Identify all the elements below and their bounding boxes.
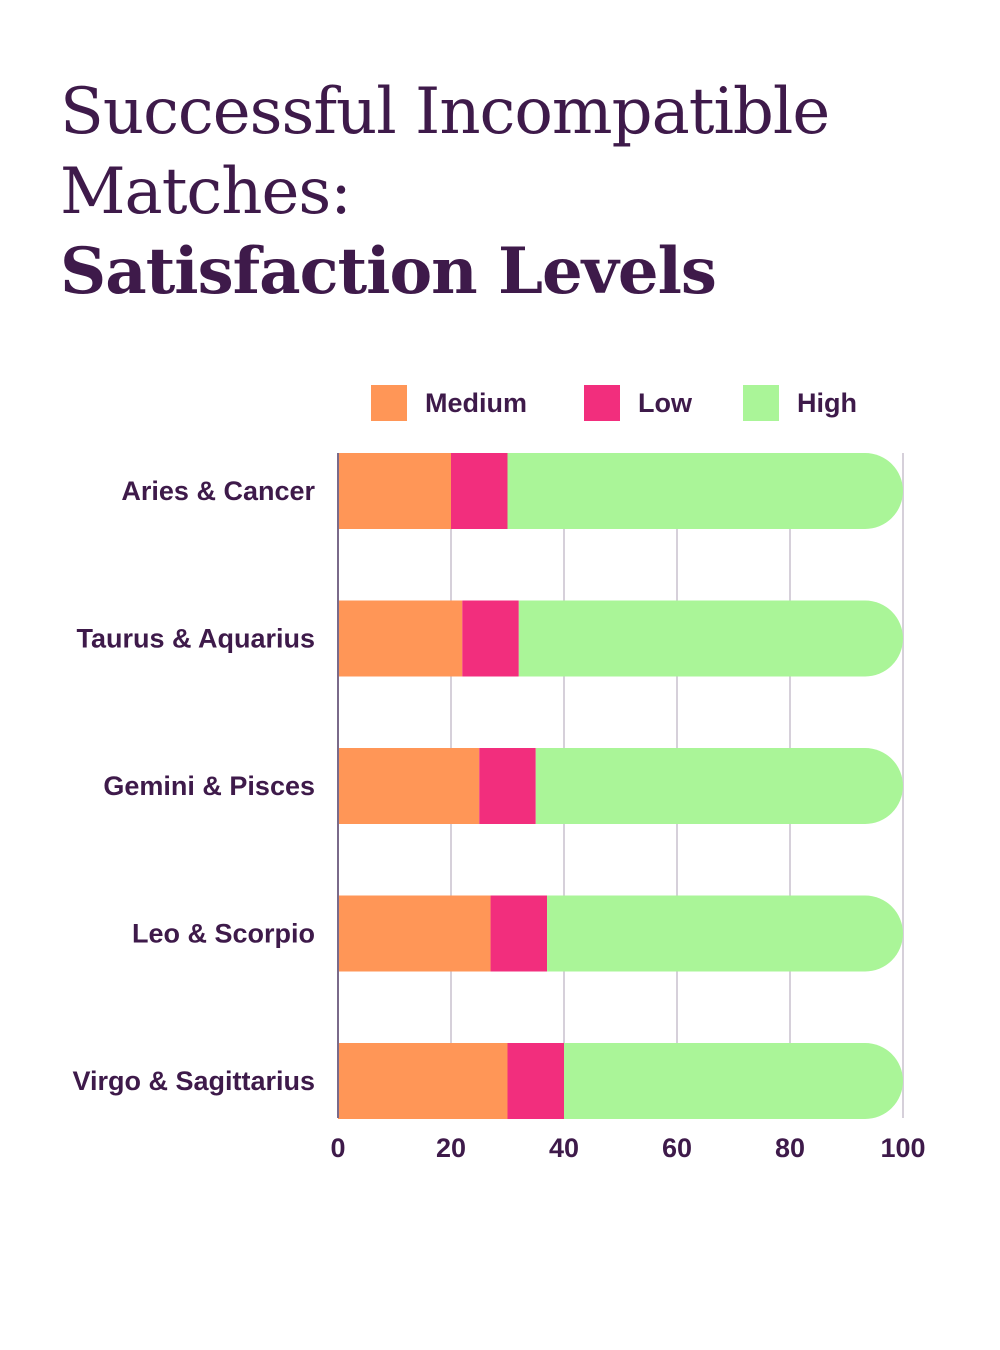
bar-segment-high [564,1043,903,1119]
bar-segment-low [479,748,536,824]
category-label: Virgo & Sagittarius [72,1066,315,1096]
x-tick-label: 100 [880,1133,925,1163]
legend-swatch-medium [371,385,407,421]
bar-segment-low [462,600,519,677]
bar-segment-medium [338,748,480,824]
bar-segment-medium [338,1043,508,1119]
category-label: Leo & Scorpio [132,919,315,949]
legend-label: Low [638,388,693,418]
bar-segment-low [451,453,508,529]
bar-segment-medium [338,453,451,529]
legend-label: Medium [425,388,527,418]
category-label: Aries & Cancer [121,476,315,506]
bar-segment-low [490,895,548,972]
bar-segment-high [535,748,903,824]
bar-segment-high [518,600,904,677]
bar-segment-medium [338,600,463,677]
x-tick-label: 20 [436,1133,466,1163]
chart-title: Successful Incompatible Matches: Satisfa… [60,72,830,312]
legend-swatch-high [743,385,779,421]
x-tick-label: 40 [549,1133,579,1163]
bar-segment-high [507,453,903,529]
title-line-2: Matches: [60,155,352,229]
category-label: Taurus & Aquarius [76,624,315,654]
x-tick-label: 60 [662,1133,692,1163]
bar-segment-low [507,1043,564,1119]
legend-swatch-low [584,385,620,421]
title-line-1: Successful Incompatible [60,75,830,149]
category-label: Gemini & Pisces [103,771,315,801]
bar-segment-medium [338,895,491,972]
bar-segment-high [547,895,904,972]
x-tick-label: 80 [775,1133,805,1163]
title-line-3: Satisfaction Levels [60,234,717,309]
legend-label: High [797,388,857,418]
x-tick-label: 0 [330,1133,345,1163]
